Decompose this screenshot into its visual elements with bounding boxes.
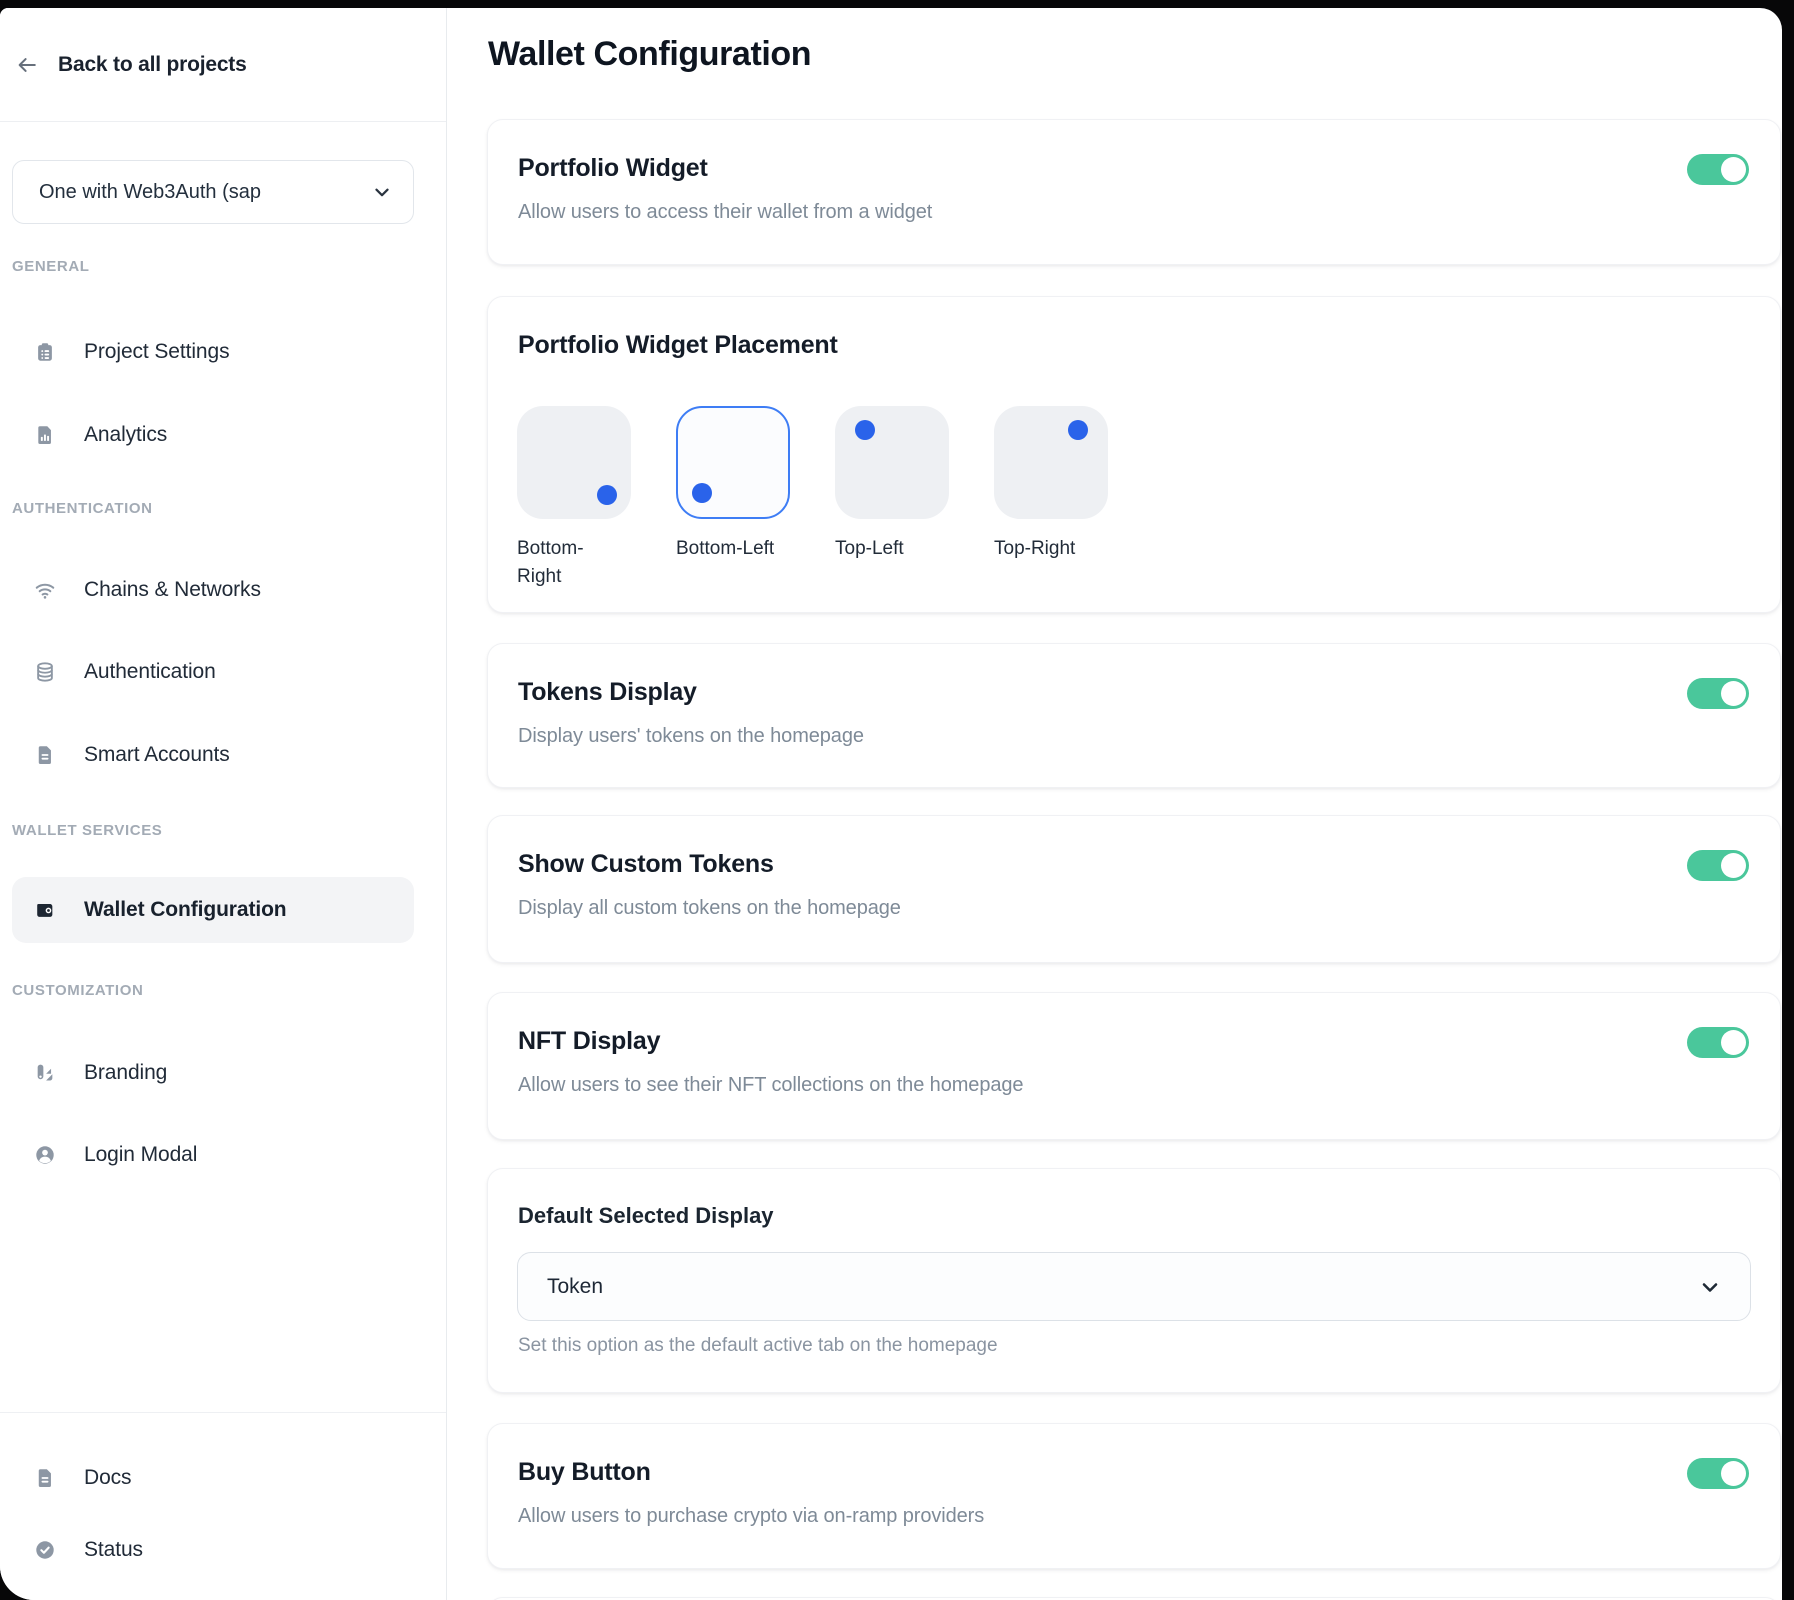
sidebar-item-label: Branding [84,1061,168,1084]
sidebar-item-label: Wallet Configuration [84,898,287,921]
placement-dot [597,485,617,505]
sidebar-item-analytics[interactable]: Analytics [12,405,414,465]
card-show-custom-tokens: Show Custom Tokens Display all custom to… [487,815,1781,963]
toggle-knob [1721,157,1746,182]
section-label-wallet-services: WALLET SERVICES [12,822,163,839]
toggle-knob [1721,681,1746,706]
card-tokens-display: Tokens Display Display users' tokens on … [487,643,1781,788]
check-circle-icon [36,1541,54,1559]
show-custom-tokens-toggle[interactable] [1687,850,1749,881]
back-label: Back to all projects [58,52,247,76]
card-portfolio-widget-placement: Portfolio Widget Placement Bottom-Right … [487,296,1781,613]
document-icon [38,746,51,764]
wallet-icon [37,904,53,917]
card-description: Display all custom tokens on the homepag… [518,897,901,919]
chevron-down-icon [375,188,389,197]
card-title: Buy Button [518,1458,651,1486]
sidebar-item-docs[interactable]: Docs [12,1448,414,1508]
sidebar-item-label: Chains & Networks [84,578,261,601]
default-display-select[interactable]: Token [517,1252,1751,1321]
sidebar-item-label: Project Settings [84,340,230,363]
user-circle-icon [36,1146,54,1164]
back-to-projects-link[interactable]: Back to all projects [0,8,446,122]
select-helper-text: Set this option as the default active ta… [518,1335,998,1356]
database-icon [37,662,53,682]
card-description: Allow users to see their NFT collections… [518,1074,1024,1096]
placement-label: Bottom-Right [517,538,584,587]
placement-label: Bottom-Left [676,538,775,559]
placement-dot [855,420,875,440]
placement-option-top-right[interactable] [994,406,1108,519]
card-buy-button: Buy Button Allow users to purchase crypt… [487,1423,1781,1569]
toggle-knob [1721,1030,1746,1055]
project-selector-dropdown[interactable]: One with Web3Auth (sap [12,160,414,224]
sidebar-item-chains-networks[interactable]: Chains & Networks [12,560,414,620]
placement-option-bottom-right[interactable] [517,406,631,519]
page-title: Wallet Configuration [488,35,812,73]
sidebar-item-label: Analytics [84,423,168,446]
card-description: Allow users to access their wallet from … [518,201,933,223]
branding-icon [37,1064,53,1081]
sidebar-item-smart-accounts[interactable]: Smart Accounts [12,725,414,785]
sidebar: Back to all projects One with Web3Auth (… [0,8,447,1600]
card-title: Tokens Display [518,678,697,706]
section-label-authentication: AUTHENTICATION [12,500,153,517]
portfolio-widget-toggle[interactable] [1687,154,1749,185]
document-icon [38,1469,51,1487]
sidebar-item-status[interactable]: Status [12,1520,414,1580]
sidebar-item-label: Smart Accounts [84,743,230,766]
card-description: Display users' tokens on the homepage [518,725,864,747]
card-title: Portfolio Widget Placement [518,331,838,359]
sidebar-item-project-settings[interactable]: Project Settings [12,322,414,382]
sidebar-item-authentication[interactable]: Authentication [12,642,414,702]
sidebar-item-wallet-configuration[interactable]: Wallet Configuration [12,877,414,943]
nft-display-toggle[interactable] [1687,1027,1749,1058]
section-label-customization: CUSTOMIZATION [12,982,144,999]
placement-dot [692,483,712,503]
sidebar-item-label: Login Modal [84,1143,198,1166]
sidebar-item-label: Status [84,1538,143,1561]
section-label-general: GENERAL [12,258,90,275]
card-title: Portfolio Widget [518,154,708,182]
toggle-knob [1721,1461,1746,1486]
sidebar-footer-divider [0,1412,446,1413]
arrow-left-icon [18,57,36,72]
card-description: Allow users to purchase crypto via on-ra… [518,1505,985,1527]
analytics-doc-icon [38,426,51,444]
default-selected-display-label: Default Selected Display [518,1203,774,1228]
sidebar-item-label: Docs [84,1466,132,1489]
placement-option-top-left[interactable] [835,406,949,519]
sidebar-item-branding[interactable]: Branding [12,1043,414,1103]
placement-dot [1068,420,1088,440]
clipboard-icon [38,343,52,361]
card-default-selected-display: Default Selected Display Token Set this … [487,1168,1781,1393]
placement-label: Top-Left [835,538,904,559]
app-window: Back to all projects One with Web3Auth (… [0,8,1782,1600]
buy-button-toggle[interactable] [1687,1458,1749,1489]
card-title: Show Custom Tokens [518,850,774,878]
card-nft-display: NFT Display Allow users to see their NFT… [487,992,1781,1140]
chevron-down-icon [1702,1282,1718,1292]
toggle-knob [1721,853,1746,878]
placement-option-bottom-left[interactable] [676,406,790,519]
placement-label: Top-Right [994,538,1076,559]
select-value: Token [547,1274,604,1298]
card-portfolio-widget: Portfolio Widget Allow users to access t… [487,119,1781,265]
tokens-display-toggle[interactable] [1687,678,1749,709]
card-title: NFT Display [518,1027,661,1055]
project-selector-value: One with Web3Auth (sap [39,180,261,203]
sidebar-item-login-modal[interactable]: Login Modal [12,1125,414,1185]
sidebar-item-label: Authentication [84,660,216,683]
wifi-icon [35,583,55,599]
